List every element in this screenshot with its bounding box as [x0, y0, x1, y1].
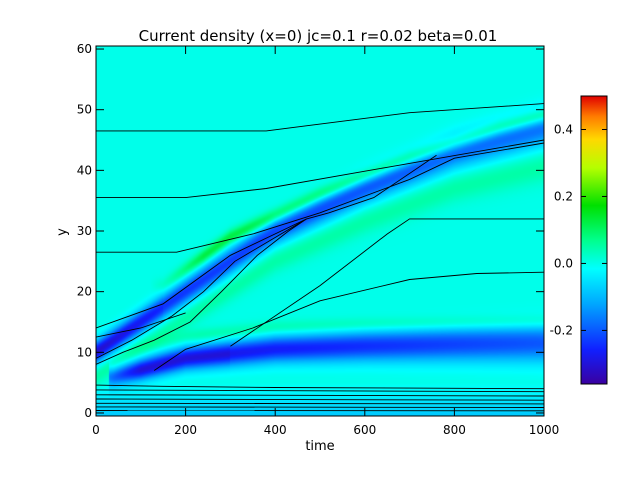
- x-tick-label: 0: [92, 423, 100, 437]
- colorbar-tick-label: 0.2: [554, 189, 573, 203]
- y-axis-label: y: [55, 228, 70, 236]
- y-tick-label: 40: [77, 163, 92, 177]
- x-tick-label: 800: [443, 423, 466, 437]
- contour-line: [96, 218, 307, 329]
- contour-line: [153, 271, 544, 371]
- contour-line: [230, 218, 544, 347]
- chart-title: Current density (x=0) jc=0.1 r=0.02 beta…: [139, 27, 498, 45]
- colorbar-tick-label: 0.0: [554, 256, 573, 270]
- y-tick-label: 0: [84, 406, 92, 420]
- y-tick-label: 30: [77, 224, 92, 238]
- y-tick-label: 20: [77, 285, 92, 299]
- y-tick-label: 50: [77, 103, 92, 117]
- contour-line: [96, 384, 544, 390]
- y-axis: 0 10 20 30 40 50 60: [77, 42, 544, 420]
- contour-line: [96, 103, 544, 132]
- contour-line: [306, 154, 437, 220]
- contour-line: [96, 402, 544, 405]
- x-tick-label: 200: [174, 423, 197, 437]
- contour-line: [96, 142, 544, 253]
- contour-line: [96, 398, 544, 401]
- contour-line: [96, 218, 307, 365]
- contour-line: [96, 406, 544, 408]
- colorbar-axis: -0.2 0.0 0.2 0.4: [550, 122, 607, 337]
- contour-line: [96, 139, 544, 199]
- y-tick-label: 60: [77, 42, 92, 56]
- heatmap-image: [96, 46, 544, 416]
- colorbar-tick-label: 0.4: [554, 122, 573, 136]
- contour-line: [96, 312, 186, 338]
- contour-line: [96, 218, 307, 359]
- contour-line: [96, 394, 544, 397]
- x-axis-label: time: [305, 439, 334, 454]
- contour-line: [96, 389, 544, 393]
- colorbar: [580, 95, 608, 385]
- x-axis: 0 200 400 600 800 1000: [92, 46, 559, 437]
- contour-lines: [96, 103, 544, 412]
- colorbar-tick-label: -0.2: [550, 323, 573, 337]
- x-tick-label: 400: [264, 423, 287, 437]
- x-tick-label: 1000: [529, 423, 560, 437]
- x-tick-label: 600: [353, 423, 376, 437]
- y-tick-label: 10: [77, 345, 92, 359]
